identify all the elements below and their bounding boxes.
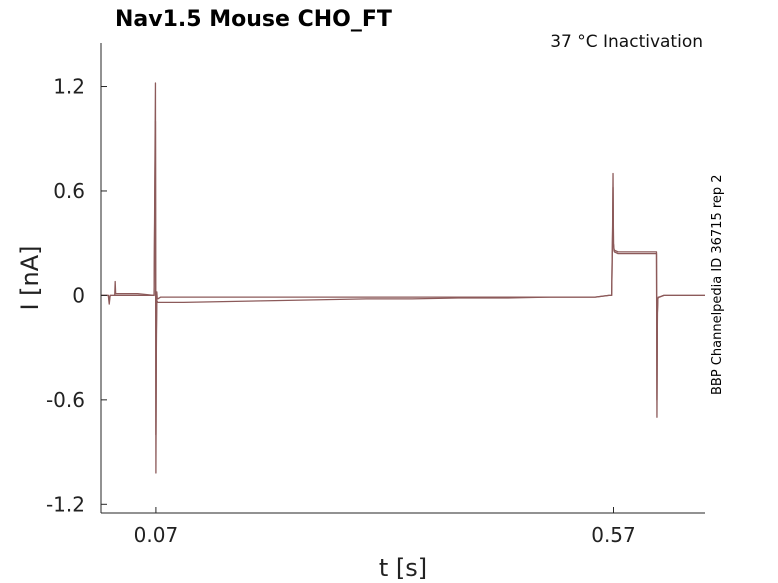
- series-line-1: [101, 82, 705, 474]
- plot-area: [101, 82, 705, 474]
- y-axis-ticks: 1.2 0.6 0 -0.6 -1.2: [46, 75, 107, 516]
- y-tick-label: -0.6: [46, 388, 85, 412]
- y-tick-label: 1.2: [53, 75, 85, 99]
- x-tick-label: 0.57: [591, 523, 636, 547]
- y-axis-label: I [nA]: [16, 245, 44, 310]
- x-axis-ticks: 0.07 0.57: [134, 507, 636, 547]
- series-line-2: [101, 120, 705, 436]
- chart-annotation: 37 °C Inactivation: [550, 32, 703, 52]
- chart-title: Nav1.5 Mouse CHO_FT: [115, 7, 392, 32]
- x-tick-label: 0.07: [134, 523, 179, 547]
- side-note: BBP Channelpedia ID 36715 rep 2: [710, 174, 725, 395]
- y-tick-label: 0.6: [53, 179, 85, 203]
- y-tick-label: 0: [72, 283, 85, 307]
- y-tick-label: -1.2: [46, 492, 85, 516]
- x-axis-label: t [s]: [379, 554, 427, 582]
